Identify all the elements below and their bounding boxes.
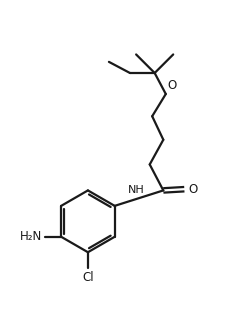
Text: Cl: Cl (82, 271, 94, 284)
Text: O: O (168, 79, 177, 92)
Text: NH: NH (128, 185, 145, 195)
Text: O: O (188, 183, 197, 196)
Text: H₂N: H₂N (20, 230, 42, 243)
